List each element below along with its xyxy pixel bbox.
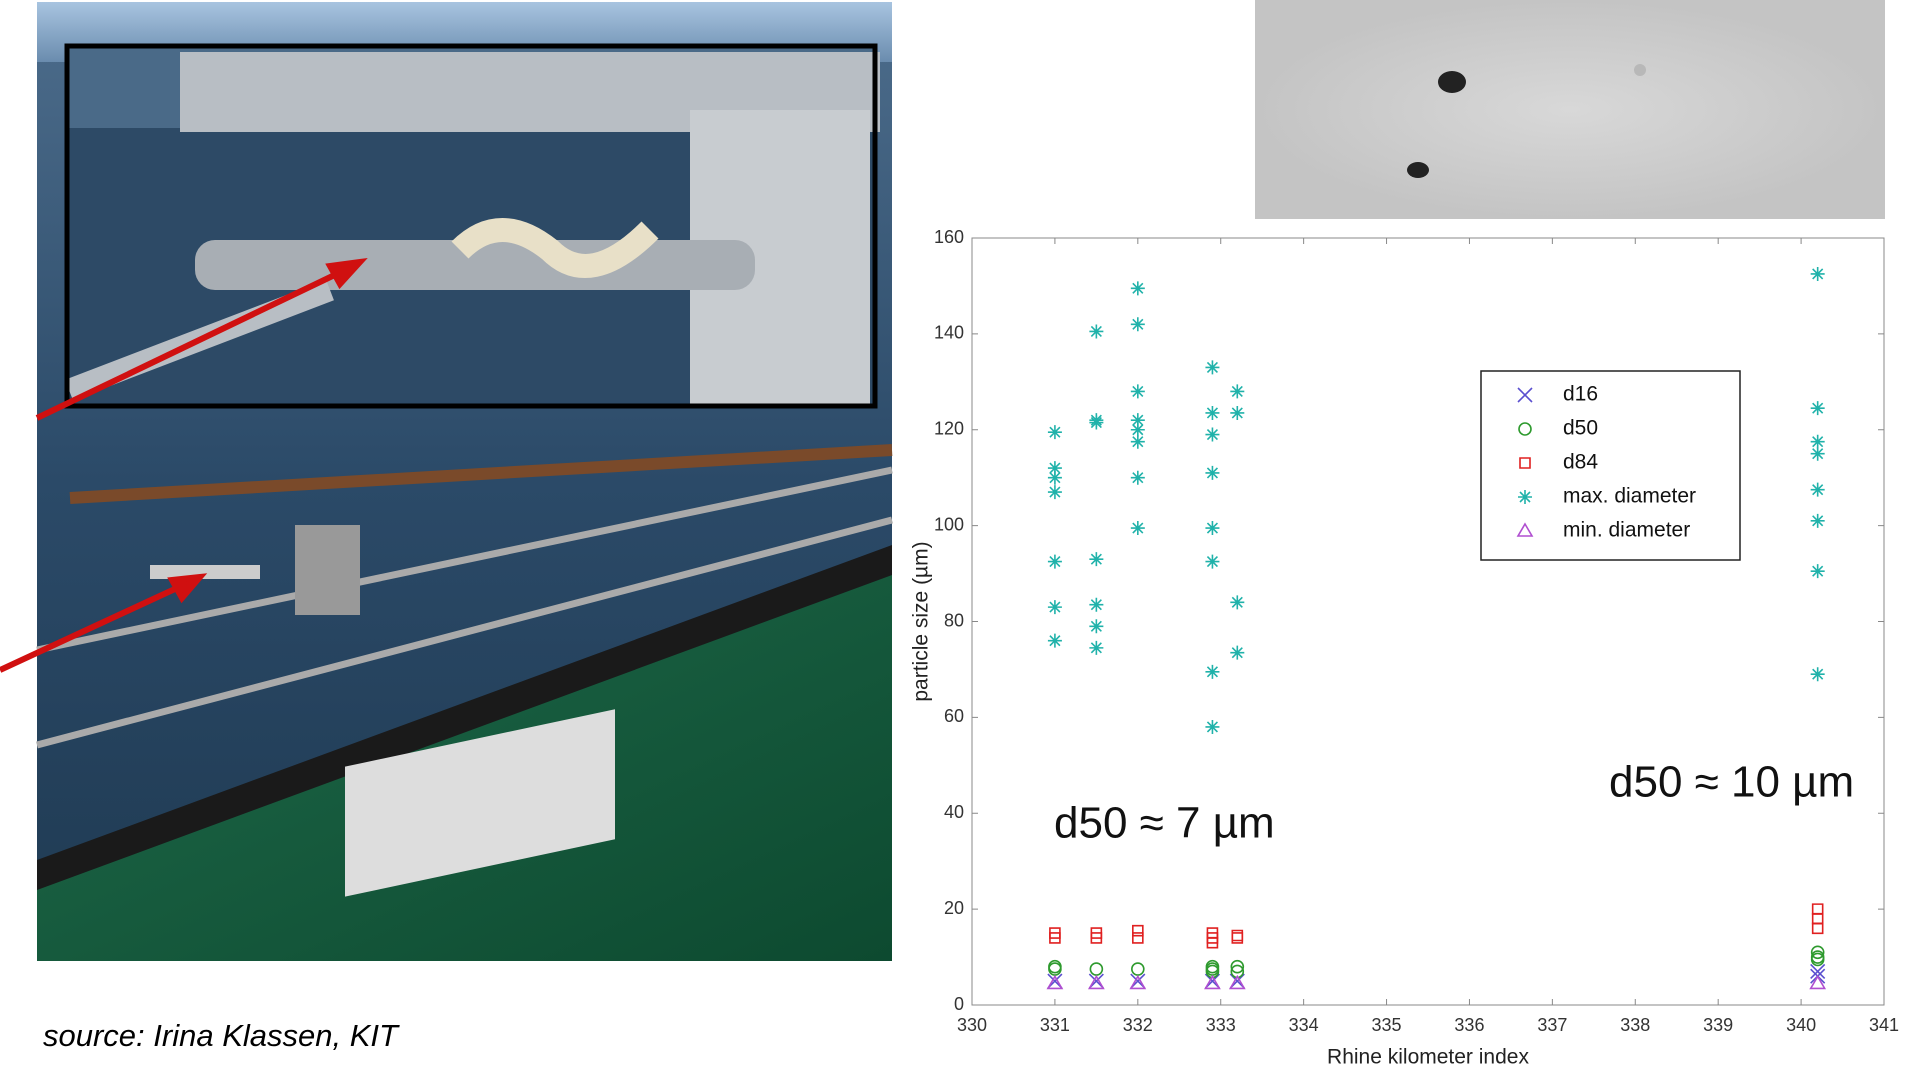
legend-label: min. diameter	[1563, 519, 1690, 542]
y-axis-label: particle size (µm)	[910, 541, 933, 701]
x-tick-label: 331	[1040, 1015, 1070, 1035]
legend-symbol	[1518, 490, 1532, 504]
x-tick-label: 332	[1123, 1015, 1153, 1035]
data-point	[1089, 416, 1103, 430]
x-tick-label: 330	[957, 1015, 987, 1035]
annotation: d50 ≈ 10 µm	[1609, 758, 1854, 807]
data-point	[1089, 598, 1103, 612]
legend-label: d50	[1563, 417, 1598, 440]
data-point	[1048, 600, 1062, 614]
data-point	[1131, 384, 1145, 398]
data-point	[1230, 384, 1244, 398]
y-tick-label: 140	[934, 323, 964, 343]
data-point	[1131, 281, 1145, 295]
y-tick-label: 20	[944, 898, 964, 918]
x-tick-label: 337	[1537, 1015, 1567, 1035]
data-point	[1131, 435, 1145, 449]
data-point	[1811, 667, 1825, 681]
x-tick-label: 336	[1454, 1015, 1484, 1035]
data-point	[1089, 324, 1103, 338]
x-axis-label: Rhine kilometer index	[1327, 1046, 1529, 1069]
data-point	[1811, 267, 1825, 281]
data-point	[1131, 521, 1145, 535]
data-point	[1131, 423, 1145, 437]
data-point	[1811, 435, 1825, 449]
data-point	[1230, 595, 1244, 609]
data-point	[1811, 447, 1825, 461]
legend-label: max. diameter	[1563, 485, 1696, 508]
x-tick-label: 334	[1289, 1015, 1319, 1035]
data-point	[1205, 406, 1219, 420]
annotation: d50 ≈ 7 µm	[1054, 799, 1275, 848]
data-point	[1131, 471, 1145, 485]
data-point	[1205, 555, 1219, 569]
data-point	[1048, 471, 1062, 485]
legend-label: d84	[1563, 451, 1598, 474]
data-point	[1230, 406, 1244, 420]
data-point	[1089, 619, 1103, 633]
y-tick-label: 120	[934, 419, 964, 439]
y-tick-label: 160	[934, 227, 964, 247]
data-point	[1811, 401, 1825, 415]
y-tick-label: 0	[954, 994, 964, 1014]
data-point	[1205, 360, 1219, 374]
inset-photo	[67, 46, 880, 406]
source-note: source: Irina Klassen, KIT	[43, 1018, 400, 1053]
x-tick-label: 333	[1206, 1015, 1236, 1035]
data-point	[1230, 646, 1244, 660]
data-point	[1205, 720, 1219, 734]
data-point	[1048, 425, 1062, 439]
y-tick-label: 100	[934, 514, 964, 534]
data-point	[1205, 428, 1219, 442]
data-point	[1205, 521, 1219, 535]
y-tick-label: 80	[944, 610, 964, 630]
x-tick-label: 339	[1703, 1015, 1733, 1035]
x-tick-label: 338	[1620, 1015, 1650, 1035]
page: {"source":"source: Irina Klassen, KIT", …	[0, 0, 1908, 1069]
chart-panel	[894, 219, 1908, 1069]
data-point	[1811, 514, 1825, 528]
data-point	[1811, 564, 1825, 578]
slide: source: Irina Klassen, KIT 330 331 332 333 3…	[0, 0, 1908, 1069]
data-point	[1089, 641, 1103, 655]
data-point	[1048, 634, 1062, 648]
y-tick-label: 60	[944, 706, 964, 726]
data-point	[1048, 485, 1062, 499]
microscope-image	[1255, 0, 1885, 219]
x-tick-label: 341	[1869, 1015, 1899, 1035]
data-point	[1089, 552, 1103, 566]
data-point	[1205, 665, 1219, 679]
data-point	[1811, 483, 1825, 497]
data-point	[1048, 555, 1062, 569]
x-tick-label: 335	[1372, 1015, 1402, 1035]
data-point	[1131, 317, 1145, 331]
legend-label: d16	[1563, 383, 1598, 406]
data-point	[1205, 466, 1219, 480]
y-tick-label: 40	[944, 802, 964, 822]
x-tick-label: 340	[1786, 1015, 1816, 1035]
